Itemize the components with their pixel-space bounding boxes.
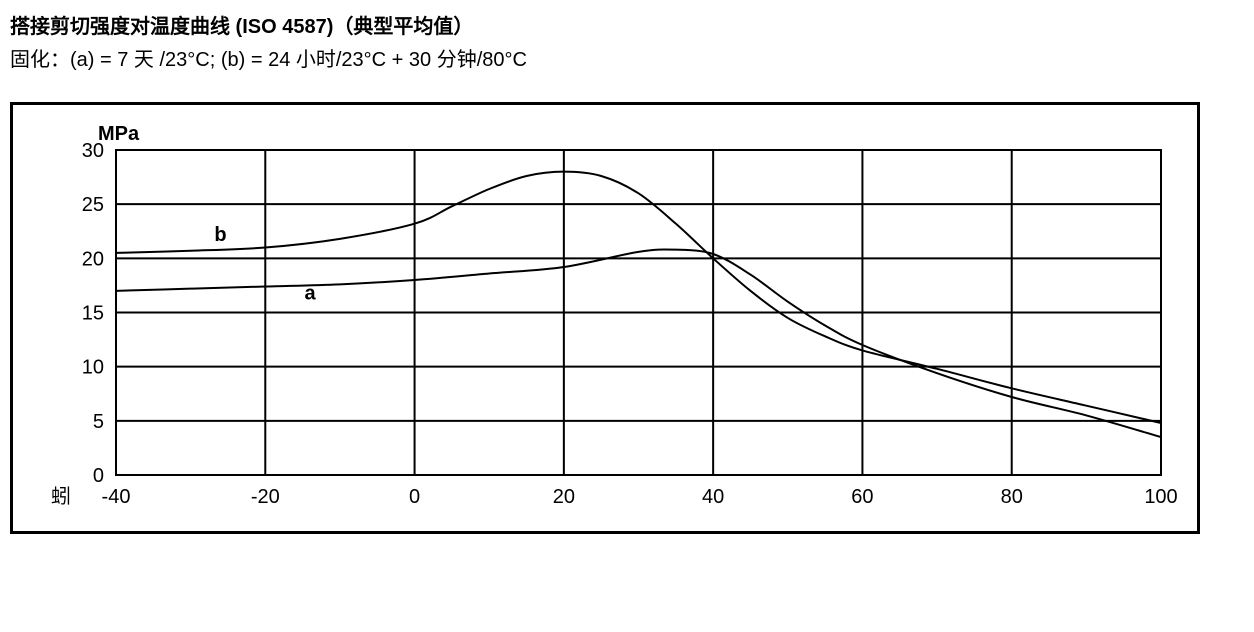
series-label-b: b — [214, 224, 226, 246]
y-tick-label: 10 — [82, 357, 104, 379]
y-tick-label: 20 — [82, 248, 104, 270]
chart-svg: -40-20020406080100051015202530MPa蚓ab — [31, 115, 1181, 515]
x-tick-label: 0 — [409, 486, 420, 508]
x-tick-label: 20 — [553, 486, 575, 508]
chart-container: -40-20020406080100051015202530MPa蚓ab — [10, 102, 1200, 534]
x-tick-label: 40 — [702, 486, 724, 508]
chart-plot: -40-20020406080100051015202530MPa蚓ab — [31, 115, 1179, 515]
chart-title-line1: 搭接剪切强度对温度曲线 (ISO 4587)（典型平均值） — [10, 10, 1244, 39]
x-tick-label: -40 — [102, 486, 131, 508]
y-tick-label: 15 — [82, 303, 104, 325]
x-tick-label: 60 — [851, 486, 873, 508]
y-axis-unit: MPa — [98, 123, 140, 145]
x-tick-label: 80 — [1001, 486, 1023, 508]
x-axis-corner-label: 蚓 — [51, 485, 71, 508]
y-tick-label: 25 — [82, 194, 104, 216]
chart-title-line2: 固化：(a) = 7 天 /23°C; (b) = 24 小时/23°C + 3… — [10, 43, 1244, 72]
y-tick-label: 0 — [93, 465, 104, 487]
series-label-a: a — [305, 283, 317, 305]
y-tick-label: 5 — [93, 411, 104, 433]
x-tick-label: 100 — [1144, 486, 1177, 508]
x-tick-label: -20 — [251, 486, 280, 508]
